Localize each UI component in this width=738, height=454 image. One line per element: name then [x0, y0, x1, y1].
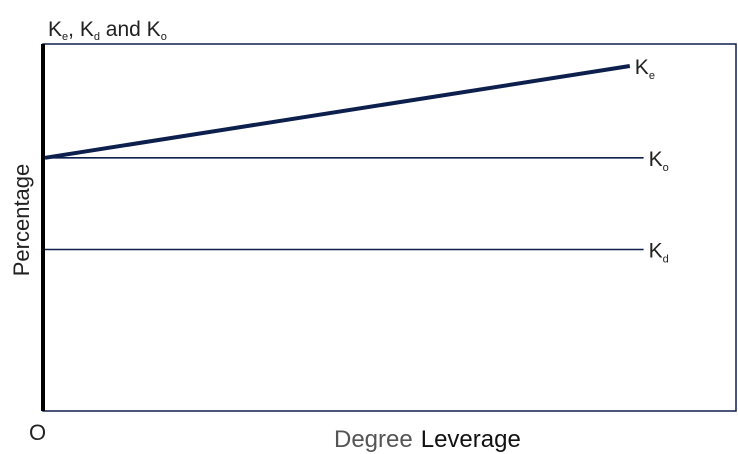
title-k1-sub: e: [62, 31, 68, 43]
plot-frame: [42, 43, 737, 412]
svg-text:Ke, Kd and Ko: Ke, Kd and Ko: [48, 18, 167, 43]
chart-title: Ke, Kd and Ko: [48, 18, 167, 43]
series-label-sub: d: [663, 254, 669, 266]
x-axis-label-leverage: Leverage: [421, 426, 521, 453]
title-k1: K: [48, 18, 62, 41]
series-label-sub: o: [663, 162, 669, 174]
title-k2-sub: d: [94, 31, 100, 43]
origin-label: O: [29, 420, 46, 445]
title-sep2: and: [100, 18, 147, 41]
series-label-kd: Kd: [649, 240, 669, 266]
series-label-ke: Ke: [635, 56, 655, 82]
y-axis-label: Percentage: [9, 164, 34, 277]
x-axis-label: Degree Leverage: [334, 426, 521, 453]
title-sep1: ,: [68, 18, 80, 41]
series-label-ko: Ko: [649, 148, 669, 174]
series-label-sub: e: [649, 70, 655, 82]
title-k2: K: [80, 18, 94, 41]
series-line-ke: [44, 64, 631, 160]
series-label-base: K: [649, 148, 663, 171]
series-label-base: K: [635, 56, 649, 79]
series-label-base: K: [649, 240, 663, 263]
x-axis-label-degree: Degree: [334, 426, 413, 453]
title-k3: K: [147, 18, 161, 41]
title-k3-sub: o: [161, 31, 167, 43]
